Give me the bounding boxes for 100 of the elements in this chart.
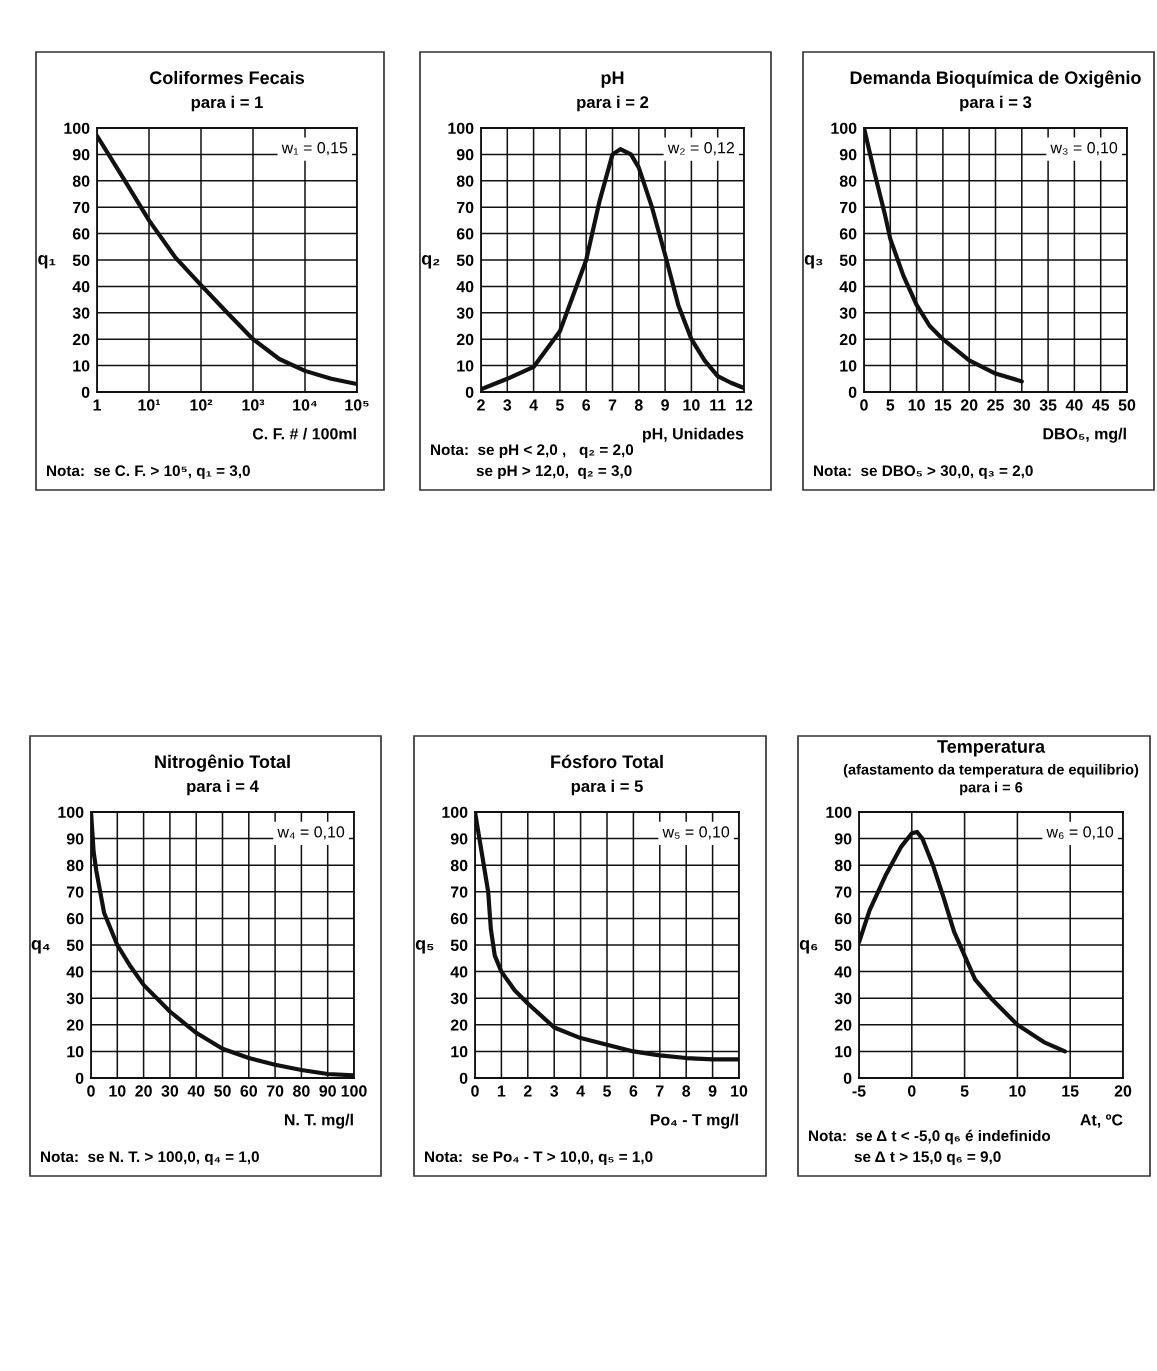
y-axis-title: q₄	[31, 939, 50, 954]
x-tick-label: 35	[1039, 399, 1057, 411]
x-tick-label: 25	[987, 399, 1004, 411]
y-tick-label: 20	[456, 333, 474, 346]
x-tick-label: 40	[1065, 399, 1083, 411]
x-tick-label: 2	[523, 1085, 532, 1097]
chart-title: Demanda Bioquímica de Oxigênio	[850, 70, 1141, 88]
x-axis-title: At, ºC	[1080, 1114, 1123, 1128]
x-tick-label: 5	[555, 399, 564, 411]
y-tick-label: 20	[839, 333, 857, 346]
x-tick-label: 40	[187, 1085, 205, 1097]
x-tick-label: 50	[1118, 399, 1136, 411]
x-tick-label: 8	[634, 399, 643, 411]
chart-title: pH	[601, 71, 624, 88]
y-tick-label: 10	[73, 360, 90, 372]
x-tick-label: 90	[319, 1085, 336, 1097]
y-tick-label: 100	[64, 122, 90, 134]
y-tick-label: 20	[834, 1019, 852, 1031]
annotation: w₁ = 0,15	[281, 142, 348, 156]
y-tick-label: 80	[66, 859, 84, 872]
y-tick-label: 30	[834, 992, 852, 1005]
y-tick-label: 90	[66, 833, 84, 845]
x-tick-label: 0	[907, 1085, 916, 1097]
x-tick-label: 7	[656, 1085, 664, 1097]
x-tick-label: 6	[629, 1085, 638, 1097]
x-tick-label: 9	[661, 399, 669, 411]
y-tick-label: 0	[843, 1072, 852, 1084]
y-tick-label: 60	[839, 228, 857, 240]
annotation: w₄ = 0,10	[277, 826, 345, 840]
chart-title: Nitrogênio Total	[155, 754, 290, 772]
x-tick-label: 12	[736, 399, 753, 411]
y-tick-label: 70	[456, 201, 474, 214]
y-tick-label: 40	[456, 281, 474, 293]
y-tick-label: 90	[834, 833, 852, 845]
y-tick-label: 10	[67, 1046, 84, 1058]
x-tick-label: 10	[109, 1085, 126, 1097]
x-tick-label: 10⁵	[345, 399, 369, 411]
x-tick-label: 15	[1062, 1085, 1079, 1097]
chart-subtitle: para i = 3	[960, 95, 1032, 112]
y-axis-title: q₆	[799, 939, 818, 954]
annotation: w₃ = 0,10	[1050, 142, 1118, 156]
x-tick-label: 6	[582, 399, 591, 411]
y-tick-label: 60	[72, 228, 90, 240]
y-tick-label: 70	[72, 201, 90, 214]
y-tick-label: 0	[75, 1072, 84, 1084]
chart-subtitle: para i = 1	[191, 95, 263, 112]
x-tick-label: 70	[266, 1085, 284, 1097]
x-axis-title: C. F. # / 100ml	[252, 427, 356, 440]
y-tick-label: 40	[66, 966, 84, 978]
x-tick-label: 1	[497, 1085, 506, 1097]
y-axis-title: q₂	[421, 254, 440, 269]
y-tick-label: 90	[456, 149, 474, 161]
x-tick-label: 4	[576, 1085, 585, 1097]
y-axis-title: q₅	[415, 939, 434, 954]
chart-title: Temperatura	[937, 740, 1046, 757]
x-tick-label: 5	[886, 399, 895, 411]
y-tick-label: 40	[834, 966, 852, 978]
y-tick-label: 50	[839, 254, 857, 266]
x-tick-label: 60	[240, 1085, 258, 1097]
y-tick-label: 10	[457, 360, 474, 372]
x-tick-label: 20	[135, 1085, 152, 1097]
x-tick-label: 30	[1013, 399, 1031, 411]
x-tick-label: 8	[682, 1085, 691, 1097]
text: Nota: se pH < 2,0 , q₂ = 2,0	[431, 444, 634, 459]
x-tick-label: 30	[161, 1085, 179, 1097]
x-tick-label: 100	[341, 1085, 367, 1097]
y-tick-label: 100	[442, 806, 468, 818]
y-tick-label: 30	[456, 307, 474, 319]
y-tick-label: 50	[834, 939, 852, 951]
x-tick-label: 15	[935, 399, 952, 411]
y-tick-label: 0	[848, 386, 857, 398]
text: Nota: se DBO₅ > 30,0, q₃ = 2,0	[814, 465, 1033, 480]
y-tick-label: 80	[450, 859, 468, 872]
text: Nota: se N. T. > 100,0, q₄ = 1,0	[41, 1151, 259, 1166]
y-tick-label: 50	[450, 939, 468, 951]
y-tick-label: 30	[72, 307, 90, 319]
y-tick-label: 80	[72, 175, 90, 187]
text: se Δ t > 15,0 q₆ = 9,0	[854, 1151, 1001, 1166]
y-tick-label: 90	[72, 149, 90, 161]
y-tick-label: 50	[456, 254, 474, 266]
y-tick-label: 60	[450, 913, 468, 925]
y-tick-label: 60	[456, 228, 474, 240]
x-tick-label: 80	[293, 1085, 310, 1097]
x-tick-label: 45	[1092, 399, 1110, 411]
y-tick-label: 0	[465, 386, 474, 398]
x-tick-label: 1	[93, 399, 101, 411]
text: se pH > 12,0, q₂ = 3,0	[476, 465, 632, 480]
annotation: w₂ = 0,12	[667, 142, 734, 156]
chart-subtitle: para i = 2	[577, 95, 649, 112]
line-series	[97, 133, 357, 387]
y-tick-label: 10	[835, 1046, 852, 1058]
y-tick-label: 70	[834, 886, 852, 898]
x-tick-label: 10	[731, 1085, 748, 1097]
x-axis-title: pH, Unidades	[643, 427, 744, 443]
y-tick-label: 40	[450, 966, 468, 978]
y-tick-label: 20	[72, 333, 90, 346]
x-tick-label: 0	[860, 399, 868, 411]
annotation: w₆ = 0,10	[1046, 826, 1114, 840]
x-axis-title: N. T. mg/l	[284, 1113, 353, 1129]
x-tick-label: 10	[1009, 1085, 1026, 1097]
